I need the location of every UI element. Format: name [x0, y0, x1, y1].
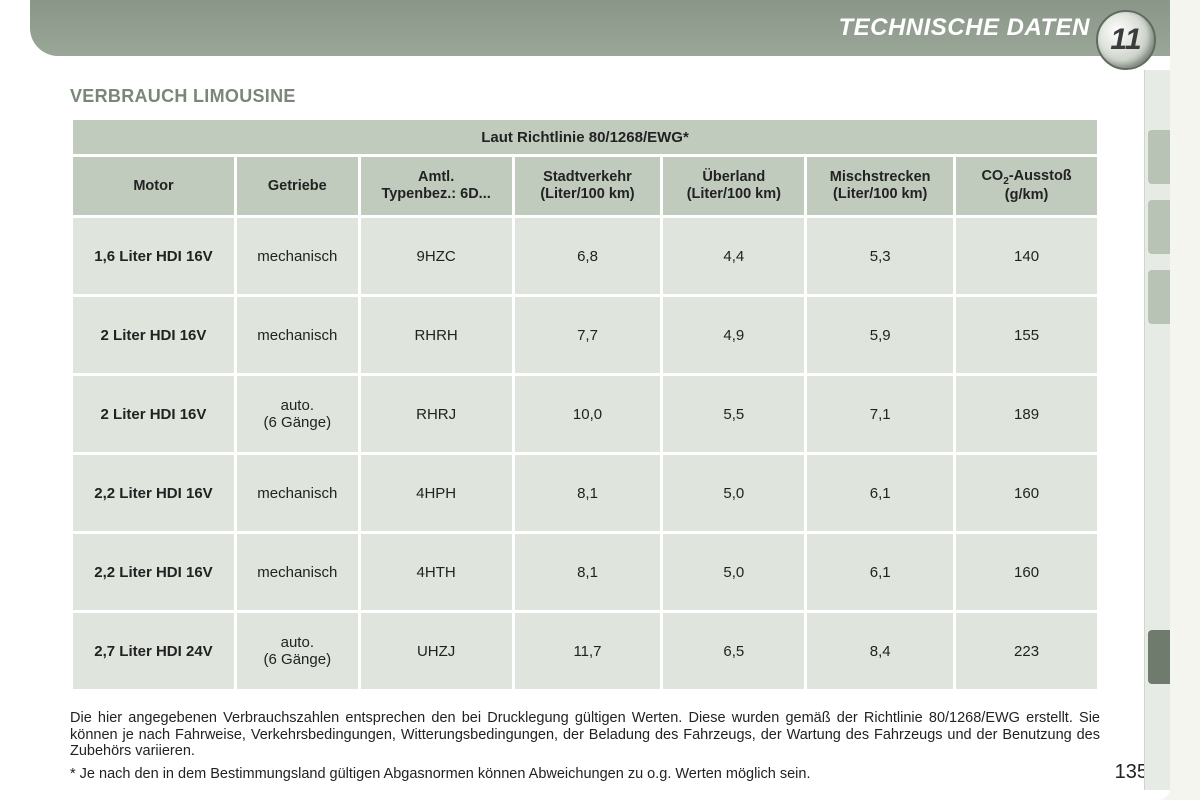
- table-cell-co2: 160: [956, 534, 1097, 610]
- table-cell-getriebe: mechanisch: [237, 455, 358, 531]
- table-cell-misch: 8,4: [807, 613, 953, 689]
- table-cell-motor: 2,2 Liter HDI 16V: [73, 455, 234, 531]
- table-cell-stadt: 10,0: [515, 376, 661, 452]
- section-title: VERBRAUCH LIMOUSINE: [70, 86, 1100, 107]
- table-cell-misch: 6,1: [807, 455, 953, 531]
- table-cell-typ: RHRJ: [361, 376, 512, 452]
- table-cell-getriebe: mechanisch: [237, 297, 358, 373]
- table-cell-motor: 2 Liter HDI 16V: [73, 376, 234, 452]
- table-cell-misch: 5,9: [807, 297, 953, 373]
- table-super-header: Laut Richtlinie 80/1268/EWG*: [73, 120, 1097, 154]
- table-cell-getriebe: mechanisch: [237, 534, 358, 610]
- table-cell-typ: RHRH: [361, 297, 512, 373]
- table-cell-typ: 9HZC: [361, 218, 512, 294]
- table-cell-stadt: 8,1: [515, 455, 661, 531]
- table-row: 2 Liter HDI 16Vauto.(6 Gänge)RHRJ10,05,5…: [73, 376, 1097, 452]
- table-cell-typ: 4HTH: [361, 534, 512, 610]
- table-cell-co2: 223: [956, 613, 1097, 689]
- chapter-header-bar: TECHNISCHE DATEN 11: [30, 0, 1170, 56]
- table-column-header: Motor: [73, 157, 234, 215]
- table-cell-getriebe: auto.(6 Gänge): [237, 613, 358, 689]
- table-cell-motor: 2,7 Liter HDI 24V: [73, 613, 234, 689]
- table-column-header: Getriebe: [237, 157, 358, 215]
- table-cell-motor: 2,2 Liter HDI 16V: [73, 534, 234, 610]
- consumption-table: Laut Richtlinie 80/1268/EWG* MotorGetrie…: [70, 117, 1100, 692]
- side-tab-active: [1148, 630, 1170, 684]
- table-cell-stadt: 6,8: [515, 218, 661, 294]
- chapter-number: 11: [1110, 23, 1141, 57]
- side-tab-strip: [1144, 70, 1170, 790]
- table-row: 2,2 Liter HDI 16Vmechanisch4HPH8,15,06,1…: [73, 455, 1097, 531]
- table-cell-ueber: 6,5: [663, 613, 804, 689]
- table-row: 2,7 Liter HDI 24Vauto.(6 Gänge)UHZJ11,76…: [73, 613, 1097, 689]
- table-row: 2 Liter HDI 16VmechanischRHRH7,74,95,915…: [73, 297, 1097, 373]
- table-column-header: CO2-Ausstoß(g/km): [956, 157, 1097, 215]
- table-cell-co2: 160: [956, 455, 1097, 531]
- table-cell-motor: 2 Liter HDI 16V: [73, 297, 234, 373]
- table-cell-typ: UHZJ: [361, 613, 512, 689]
- chapter-number-badge: 11: [1096, 10, 1156, 70]
- side-tab: [1148, 130, 1170, 184]
- table-column-header: Mischstrecken(Liter/100 km): [807, 157, 953, 215]
- table-cell-motor: 1,6 Liter HDI 16V: [73, 218, 234, 294]
- table-column-header: Amtl.Typenbez.: 6D...: [361, 157, 512, 215]
- footnote-main: Die hier angegebenen Verbrauchszahlen en…: [70, 710, 1100, 760]
- table-cell-ueber: 5,0: [663, 534, 804, 610]
- table-cell-co2: 140: [956, 218, 1097, 294]
- page-content: VERBRAUCH LIMOUSINE Laut Richtlinie 80/1…: [0, 56, 1170, 782]
- footnote-asterisk: * Je nach den in dem Bestimmungsland gül…: [70, 766, 1100, 782]
- chapter-title: TECHNISCHE DATEN: [838, 14, 1090, 42]
- page-number: 135: [1115, 761, 1148, 784]
- table-row: 1,6 Liter HDI 16Vmechanisch9HZC6,84,45,3…: [73, 218, 1097, 294]
- table-cell-stadt: 11,7: [515, 613, 661, 689]
- table-cell-misch: 5,3: [807, 218, 953, 294]
- table-cell-stadt: 8,1: [515, 534, 661, 610]
- table-cell-ueber: 5,5: [663, 376, 804, 452]
- side-tab: [1148, 270, 1170, 324]
- table-cell-ueber: 5,0: [663, 455, 804, 531]
- table-cell-ueber: 4,4: [663, 218, 804, 294]
- table-cell-typ: 4HPH: [361, 455, 512, 531]
- table-cell-stadt: 7,7: [515, 297, 661, 373]
- side-tab: [1148, 200, 1170, 254]
- table-cell-getriebe: mechanisch: [237, 218, 358, 294]
- manual-page: TECHNISCHE DATEN 11 VERBRAUCH LIMOUSINE …: [0, 0, 1170, 800]
- table-column-header: Überland(Liter/100 km): [663, 157, 804, 215]
- table-cell-ueber: 4,9: [663, 297, 804, 373]
- table-cell-co2: 155: [956, 297, 1097, 373]
- table-cell-getriebe: auto.(6 Gänge): [237, 376, 358, 452]
- table-cell-misch: 7,1: [807, 376, 953, 452]
- table-column-header: Stadtverkehr(Liter/100 km): [515, 157, 661, 215]
- table-cell-co2: 189: [956, 376, 1097, 452]
- table-row: 2,2 Liter HDI 16Vmechanisch4HTH8,15,06,1…: [73, 534, 1097, 610]
- table-cell-misch: 6,1: [807, 534, 953, 610]
